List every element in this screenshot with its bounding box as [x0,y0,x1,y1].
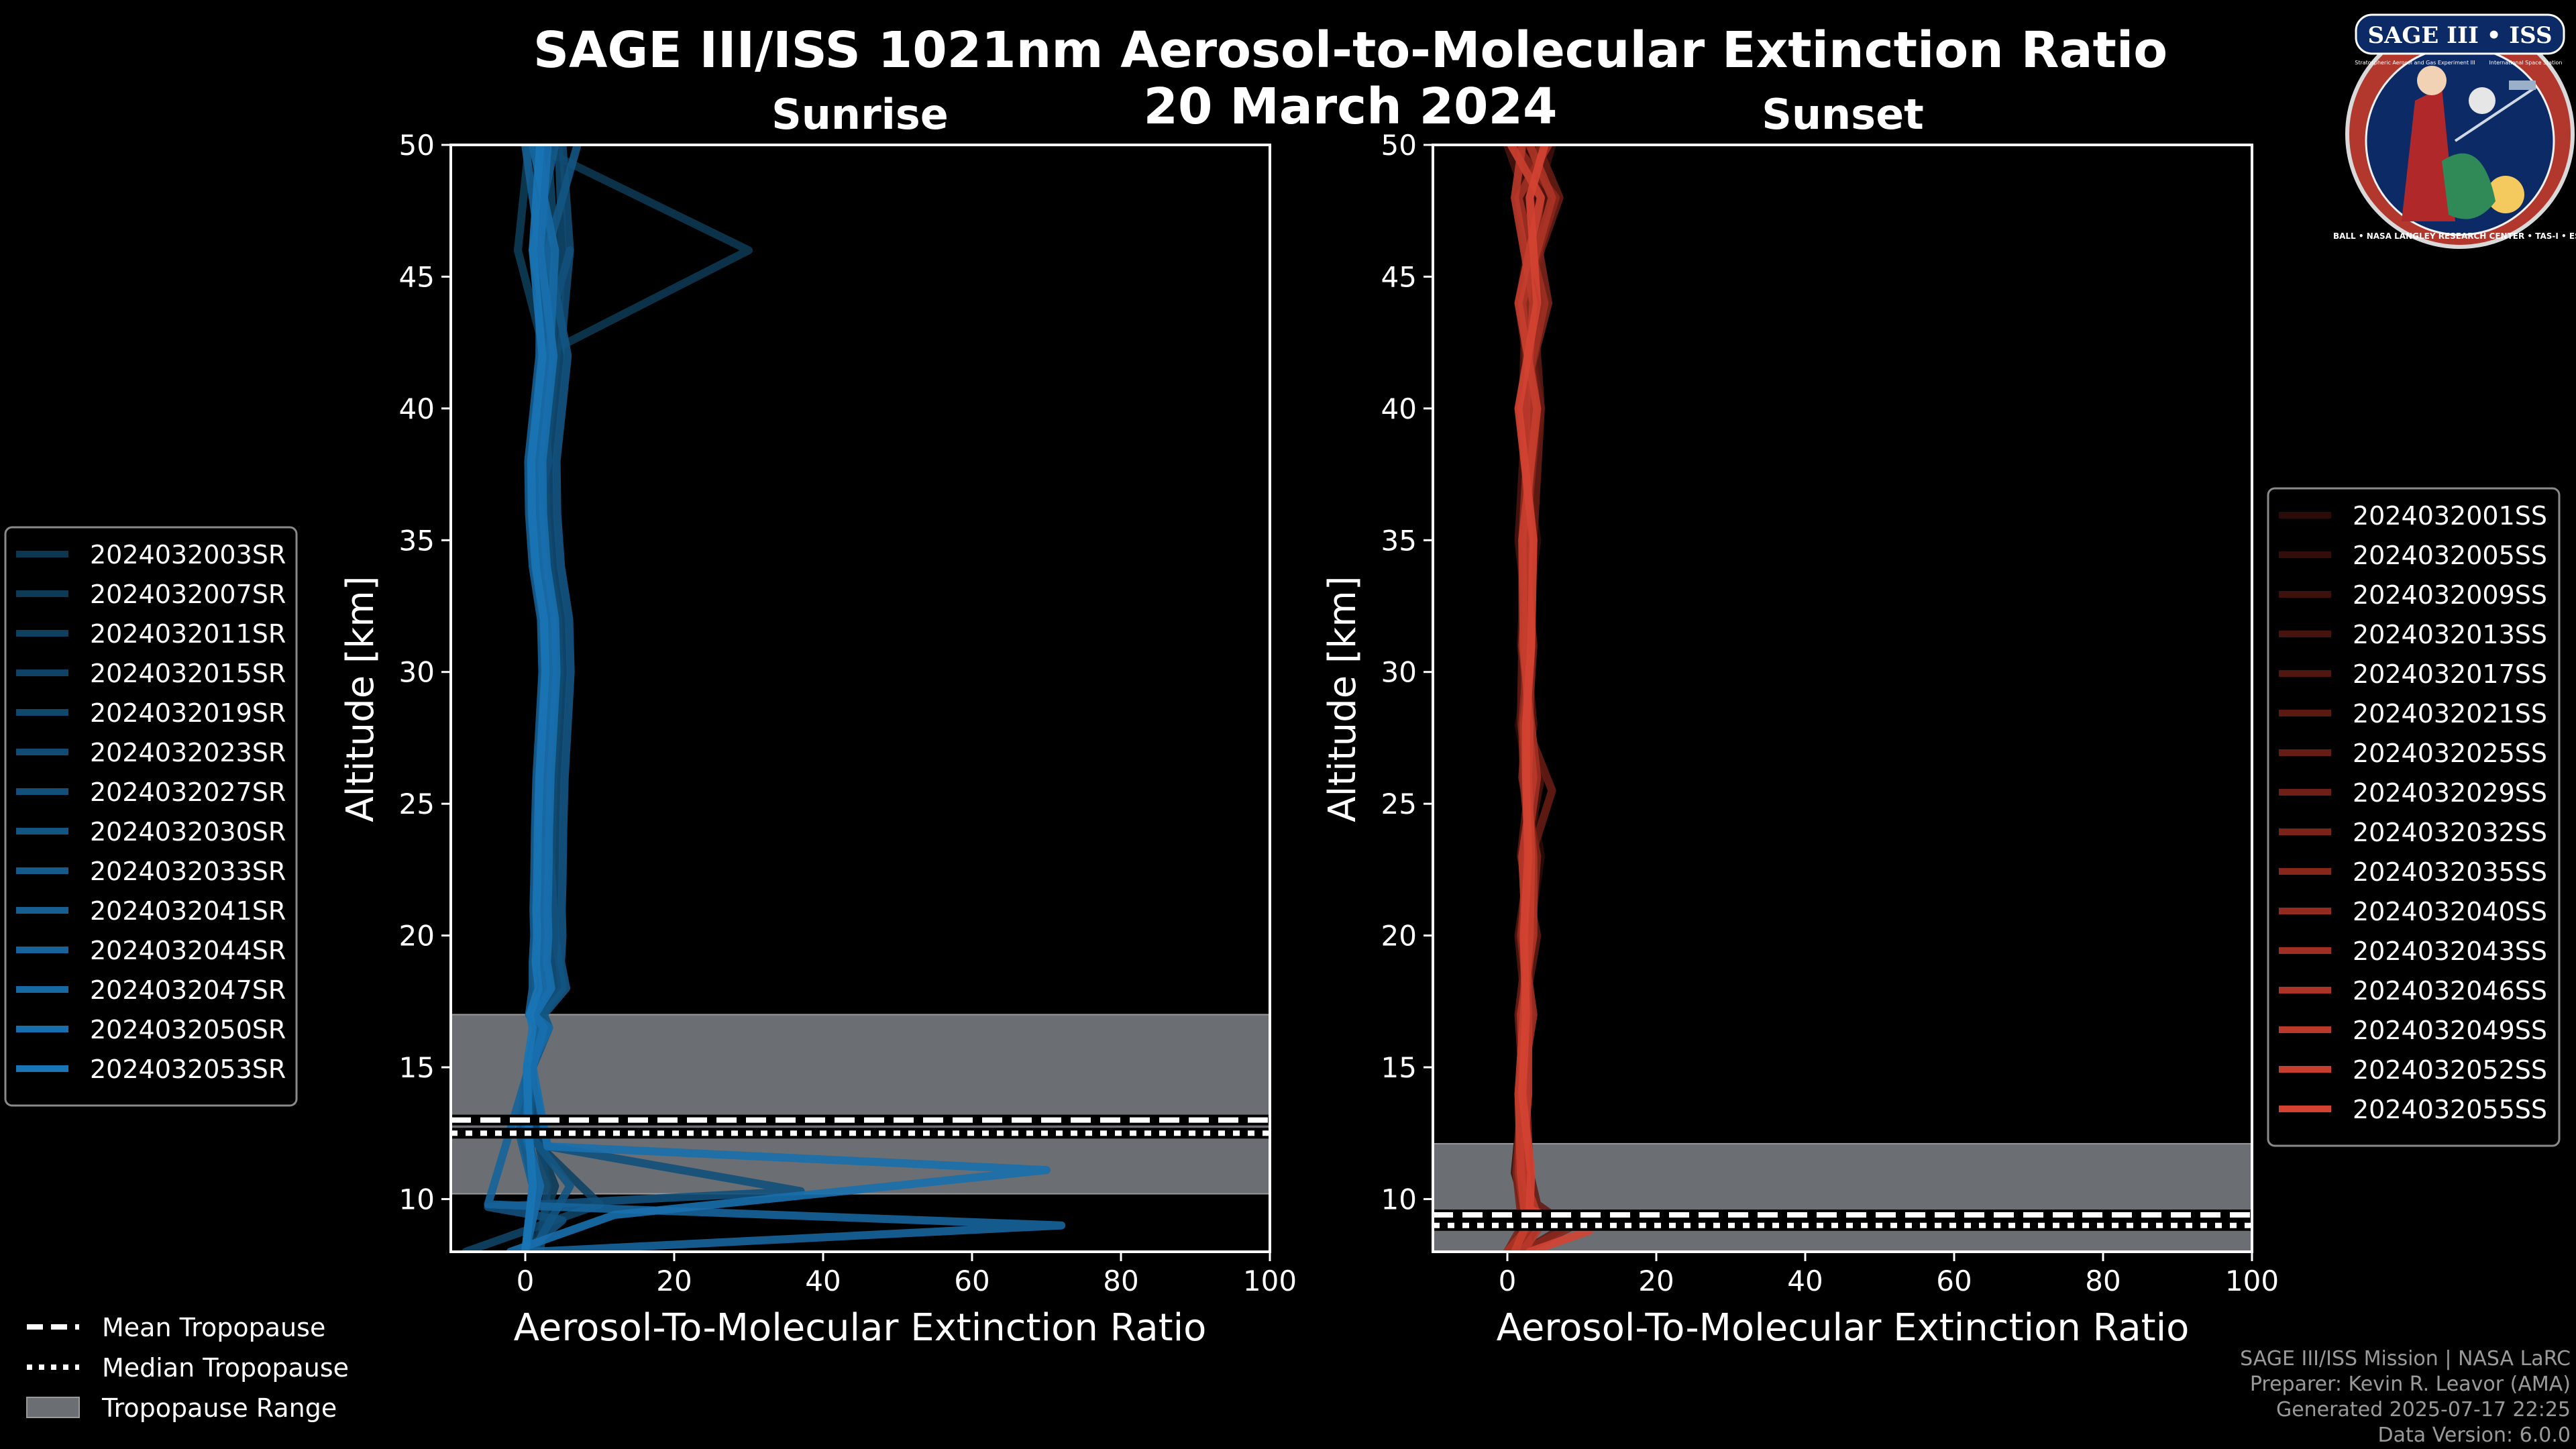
sage-logo: SAGE III • ISS Stratospheric Aerosol and… [2333,13,2576,249]
sunrise-ylabel: Altitude [km] [339,576,382,822]
sunrise-legend-label: 2024032011SR [90,619,286,649]
sunrise-xtick-label: 100 [1243,1265,1297,1297]
sunrise-ytick-label: 20 [399,920,435,953]
sunset-legend-label: 2024032001SS [2353,501,2547,531]
panel-sunset: Sunset Altitude [km] Aerosol-To-Molecula… [1321,90,2279,1350]
sunrise-legend-label: 2024032053SR [90,1055,286,1084]
sunrise-legend-label: 2024032047SR [90,975,286,1005]
sunset-legend-label: 2024032046SS [2353,976,2547,1006]
sunset-ytick-label: 30 [1381,656,1417,689]
sunset-plot-bg [1433,145,2252,1252]
sunrise-ytick-label: 10 [399,1183,435,1216]
sunset-legend-label: 2024032009SS [2353,580,2547,610]
sunrise-profile-line [521,145,549,1252]
sunrise-xtick-label: 80 [1103,1265,1138,1297]
legend-median-label: Median Tropopause [102,1353,349,1383]
sunrise-legend-label: 2024032023SR [90,738,286,767]
sunrise-ytick-label: 15 [399,1051,435,1084]
sunset-xtick-label: 80 [2085,1265,2121,1297]
sunrise-xtick-label: 20 [656,1265,692,1297]
figure-date: 20 March 2024 [1143,78,1557,136]
sunset-ytick-label: 45 [1381,260,1417,293]
sunrise-legend-label: 2024032003SR [90,540,286,570]
legend-sunrise: 2024032003SR 2024032007SR 2024032011SR 2024… [4,526,298,1107]
legend-range-swatch [26,1397,80,1418]
sunrise-legend-label: 2024032015SR [90,659,286,688]
sunrise-legend-label: 2024032019SR [90,698,286,728]
sunset-ytick-label: 35 [1381,524,1417,557]
logo-sub-right: International Space Station [2489,60,2563,66]
sunrise-legend-label: 2024032033SR [90,857,286,886]
sunset-legend-label: 2024032055SS [2353,1095,2547,1124]
sunset-xtick-label: 40 [1787,1265,1823,1297]
sunset-legend-label: 2024032013SS [2353,620,2547,649]
sunset-xtick-label: 20 [1638,1265,1674,1297]
sunset-ytick-label: 40 [1381,392,1417,425]
sunrise-tropopause-range [451,1014,1270,1195]
sunset-title: Sunset [1762,90,1924,139]
sunset-legend-label: 2024032043SS [2353,936,2547,966]
panel-sunrise: Sunrise Altitude [km] Aerosol-To-Molecul… [339,90,1297,1350]
sunrise-legend-frame [4,526,298,1107]
sunset-xtick-label: 0 [1499,1265,1517,1297]
footer-preparer: Preparer: Kevin R. Leavor (AMA) [2250,1373,2571,1396]
sunrise-legend-label: 2024032007SR [90,580,286,609]
sunset-xtick-label: 60 [1936,1265,1972,1297]
figure-title: SAGE III/ISS 1021nm Aerosol-to-Molecular… [533,21,2167,79]
sunset-legend-label: 2024032017SS [2353,659,2547,689]
sunset-legend-label: 2024032032SS [2353,818,2547,847]
footer-mission: SAGE III/ISS Mission | NASA LaRC [2240,1347,2571,1371]
sunset-legend-frame [2267,487,2561,1147]
sunrise-ytick-label: 30 [399,656,435,689]
sunset-ytick-label: 25 [1381,788,1417,820]
sunset-ytick-label: 10 [1381,1183,1417,1216]
sunrise-legend-label: 2024032027SR [90,777,286,807]
sunrise-plot-frame [449,144,1271,1253]
sunset-legend-label: 2024032049SS [2353,1016,2547,1045]
sunset-legend-label: 2024032040SS [2353,897,2547,926]
sunset-legend-label: 2024032035SS [2353,857,2547,887]
sunset-profile-line [1514,145,1594,1252]
sunset-legend-label: 2024032025SS [2353,739,2547,768]
sunrise-ytick-label: 25 [399,788,435,820]
logo-top-text: SAGE III • ISS [2367,22,2552,49]
sunrise-xtick-label: 60 [954,1265,989,1297]
sunrise-xlabel: Aerosol-To-Molecular Extinction Ratio [514,1306,1207,1350]
footer-generated: Generated 2025-07-17 22:25 [2276,1398,2571,1421]
sunrise-legend-label: 2024032030SR [90,817,286,847]
sunset-xtick-label: 100 [2225,1265,2279,1297]
legend-tropopause: Mean Tropopause Median Tropopause Tropop… [26,1313,349,1423]
sunrise-profile-line [506,145,1051,1252]
sunrise-ytick-label: 50 [399,129,435,162]
legend-range-label: Tropopause Range [101,1393,337,1423]
sunset-legend-label: 2024032005SS [2353,541,2547,570]
logo-sub-left: Stratospheric Aerosol and Gas Experiment… [2355,60,2475,66]
legend-mean-label: Mean Tropopause [102,1313,325,1342]
sunset-ylabel: Altitude [km] [1321,576,1364,822]
sunrise-xtick-label: 40 [805,1265,841,1297]
sunrise-ytick-label: 40 [399,392,435,425]
legend-sunset: 2024032001SS 2024032005SS 2024032009SS 2024… [2267,487,2561,1147]
sunset-plot-frame [1432,144,2253,1253]
sunset-legend-label: 2024032052SS [2353,1055,2547,1085]
sunset-ytick-label: 50 [1381,129,1417,162]
footer-version: Data Version: 6.0.0 [2378,1424,2571,1447]
logo-ring-text: BALL • NASA LANGLEY RESEARCH CENTER • TA… [2333,231,2576,241]
sunset-legend-label: 2024032029SS [2353,778,2547,808]
sunrise-title: Sunrise [771,90,949,139]
sunrise-legend-label: 2024032041SR [90,896,286,926]
sunrise-xtick-label: 0 [517,1265,535,1297]
sunrise-ytick-label: 35 [399,524,435,557]
sunrise-legend-label: 2024032050SR [90,1015,286,1044]
sunrise-legend-label: 2024032044SR [90,936,286,965]
sunset-ytick-label: 20 [1381,920,1417,953]
sunset-legend-label: 2024032021SS [2353,699,2547,729]
sunrise-ytick-label: 45 [399,260,435,293]
sunset-ytick-label: 15 [1381,1051,1417,1084]
sunset-xlabel: Aerosol-To-Molecular Extinction Ratio [1497,1306,2190,1350]
